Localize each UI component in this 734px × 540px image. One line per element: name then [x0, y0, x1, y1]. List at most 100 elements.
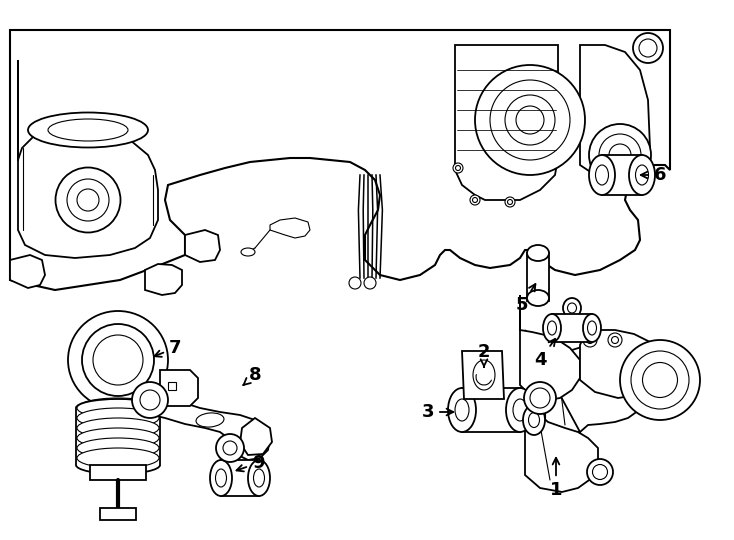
Ellipse shape [527, 290, 549, 306]
Ellipse shape [77, 438, 159, 458]
Text: 6: 6 [641, 166, 666, 184]
Polygon shape [455, 45, 558, 200]
Ellipse shape [563, 298, 581, 318]
Ellipse shape [475, 65, 585, 175]
Ellipse shape [210, 460, 232, 496]
Ellipse shape [77, 398, 159, 418]
Text: 7: 7 [154, 339, 181, 357]
Ellipse shape [527, 245, 549, 261]
Ellipse shape [216, 469, 227, 487]
Text: 3: 3 [422, 403, 453, 421]
Polygon shape [10, 30, 670, 290]
Ellipse shape [248, 460, 270, 496]
Polygon shape [133, 387, 270, 460]
Circle shape [583, 333, 597, 347]
Ellipse shape [77, 418, 159, 438]
Ellipse shape [513, 399, 527, 421]
Polygon shape [580, 45, 650, 178]
Ellipse shape [620, 340, 700, 420]
Ellipse shape [448, 388, 476, 432]
Text: 1: 1 [550, 458, 562, 499]
Circle shape [473, 198, 478, 202]
Circle shape [456, 165, 460, 171]
Polygon shape [10, 255, 45, 288]
Ellipse shape [523, 405, 545, 435]
Ellipse shape [629, 155, 655, 195]
Ellipse shape [636, 165, 649, 185]
Ellipse shape [506, 388, 534, 432]
Ellipse shape [567, 303, 576, 313]
Ellipse shape [473, 360, 495, 390]
Ellipse shape [589, 124, 651, 186]
Circle shape [608, 333, 622, 347]
Bar [168, 382, 176, 390]
Ellipse shape [241, 248, 255, 256]
Polygon shape [462, 351, 504, 399]
Text: 4: 4 [534, 339, 555, 369]
Ellipse shape [583, 314, 601, 342]
Ellipse shape [28, 112, 148, 147]
Circle shape [216, 434, 244, 462]
Ellipse shape [524, 382, 556, 414]
Text: 8: 8 [244, 366, 261, 385]
Ellipse shape [77, 189, 99, 211]
Circle shape [470, 195, 480, 205]
Text: 9: 9 [236, 454, 264, 472]
Ellipse shape [631, 351, 689, 409]
Polygon shape [520, 295, 580, 400]
Text: 5: 5 [516, 284, 535, 314]
Ellipse shape [77, 448, 159, 468]
Ellipse shape [455, 399, 469, 421]
Ellipse shape [77, 428, 159, 448]
Bar [462, 388, 520, 432]
Ellipse shape [82, 324, 154, 396]
Ellipse shape [48, 119, 128, 141]
Circle shape [132, 382, 168, 418]
Ellipse shape [587, 459, 613, 485]
Ellipse shape [589, 155, 615, 195]
Ellipse shape [56, 167, 120, 233]
Ellipse shape [639, 39, 657, 57]
Bar [602, 155, 642, 195]
Circle shape [505, 197, 515, 207]
Ellipse shape [490, 80, 570, 160]
Polygon shape [185, 230, 220, 262]
Ellipse shape [93, 335, 143, 385]
Ellipse shape [364, 277, 376, 289]
Ellipse shape [633, 33, 663, 63]
Ellipse shape [599, 134, 641, 176]
Polygon shape [145, 264, 182, 295]
Ellipse shape [516, 106, 544, 134]
Circle shape [507, 199, 512, 205]
Circle shape [453, 163, 463, 173]
Ellipse shape [67, 179, 109, 221]
Ellipse shape [543, 314, 561, 342]
Circle shape [140, 390, 160, 410]
Ellipse shape [587, 321, 597, 335]
Polygon shape [270, 218, 310, 238]
Ellipse shape [77, 408, 159, 428]
Circle shape [223, 441, 237, 455]
Ellipse shape [505, 95, 555, 145]
Ellipse shape [530, 388, 550, 408]
Ellipse shape [196, 413, 224, 427]
Polygon shape [240, 418, 272, 455]
Polygon shape [160, 370, 198, 406]
Ellipse shape [595, 165, 608, 185]
Text: 2: 2 [478, 343, 490, 367]
Ellipse shape [349, 277, 361, 289]
Ellipse shape [609, 144, 631, 166]
Ellipse shape [642, 362, 677, 397]
Ellipse shape [548, 321, 556, 335]
Polygon shape [525, 330, 650, 492]
Ellipse shape [528, 413, 539, 428]
Circle shape [611, 336, 619, 343]
Polygon shape [580, 330, 662, 398]
Ellipse shape [253, 469, 264, 487]
Polygon shape [18, 60, 158, 258]
Bar [527, 253, 549, 301]
Bar [221, 460, 259, 496]
Ellipse shape [592, 464, 608, 480]
Bar [552, 314, 592, 342]
Bar [100, 508, 136, 520]
